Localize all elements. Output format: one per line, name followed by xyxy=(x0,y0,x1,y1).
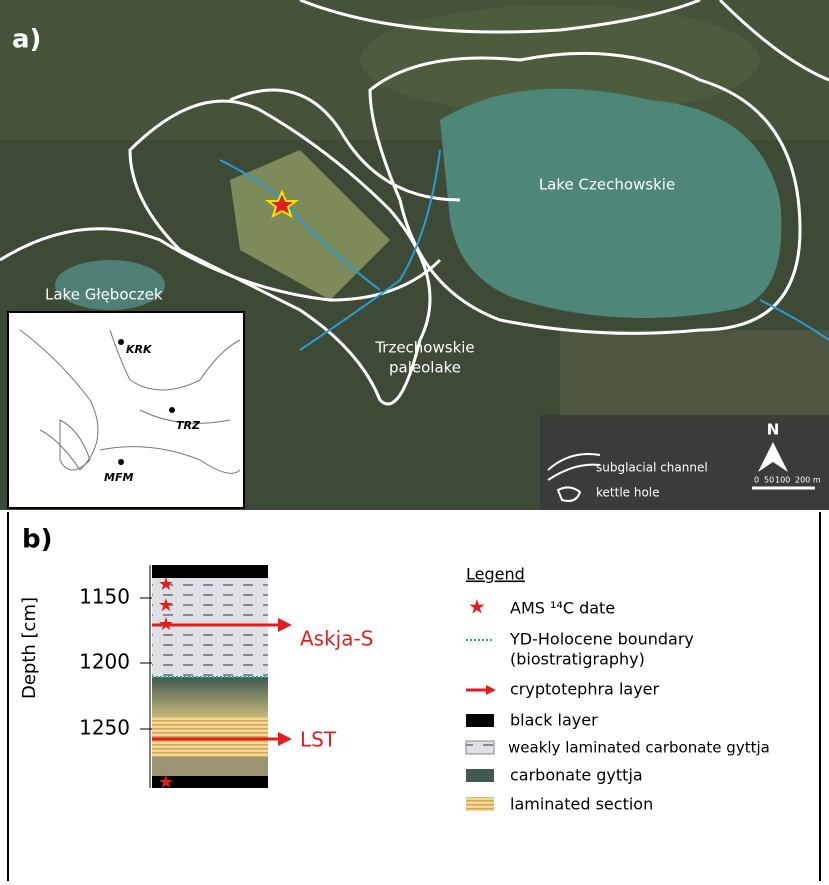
svg-text:★: ★ xyxy=(468,595,486,619)
tick-label: 1250 xyxy=(79,716,130,740)
site-label: KRK xyxy=(126,343,153,356)
site-label: TRZ xyxy=(176,419,201,432)
svg-text:★: ★ xyxy=(158,574,174,595)
core-panel: b) Depth [cm] 1150 1200 1250 ★ ★ ★ ★ Ask… xyxy=(7,512,821,881)
legend-label: (biostratigraphy) xyxy=(510,650,645,669)
inset-map xyxy=(7,311,245,509)
layer-label: LST xyxy=(300,728,337,752)
north-label: N xyxy=(767,421,780,439)
scale-label: 50 xyxy=(764,476,774,485)
axis-label: Depth [cm] xyxy=(19,597,40,699)
legend-label: carbonate gyttja xyxy=(510,766,643,785)
north-arrow xyxy=(758,442,788,472)
layer-label: Askja-S xyxy=(300,627,373,651)
map: a) Lake Czechowskie Lake Głęboczek Trzec… xyxy=(0,0,829,510)
site-label: MFM xyxy=(104,471,133,484)
place-label: Lake Czechowskie xyxy=(539,176,675,194)
legend-label: cryptotephra layer xyxy=(510,680,660,699)
scale-label: 200 m xyxy=(795,476,821,485)
tick-label: 1200 xyxy=(79,650,130,674)
lake xyxy=(440,88,782,318)
place-label: Trzechowskie xyxy=(374,339,474,357)
legend-label: weakly laminated carbonate gyttja xyxy=(508,739,770,757)
panel-label: a) xyxy=(12,25,41,55)
field xyxy=(230,150,390,300)
legend-label: laminated section xyxy=(510,795,653,814)
scale-label: 0 xyxy=(754,476,759,485)
tick-label: 1150 xyxy=(79,585,130,609)
legend-label: subglacial channel xyxy=(596,461,708,475)
svg-text:★: ★ xyxy=(158,772,174,793)
place-label: paleolake xyxy=(389,359,461,377)
place-label: Lake Głęboczek xyxy=(45,286,163,304)
site-star xyxy=(265,189,299,219)
legend-title: Legend xyxy=(466,565,525,584)
panel-label: b) xyxy=(22,525,53,555)
legend-label: AMS ¹⁴C date xyxy=(510,599,615,618)
svg-text:★: ★ xyxy=(158,595,174,616)
scale-label: 100 xyxy=(775,476,790,485)
legend-label: YD-Holocene boundary xyxy=(509,630,694,649)
legend-label: black layer xyxy=(510,711,598,730)
legend-label: kettle hole xyxy=(596,486,660,500)
